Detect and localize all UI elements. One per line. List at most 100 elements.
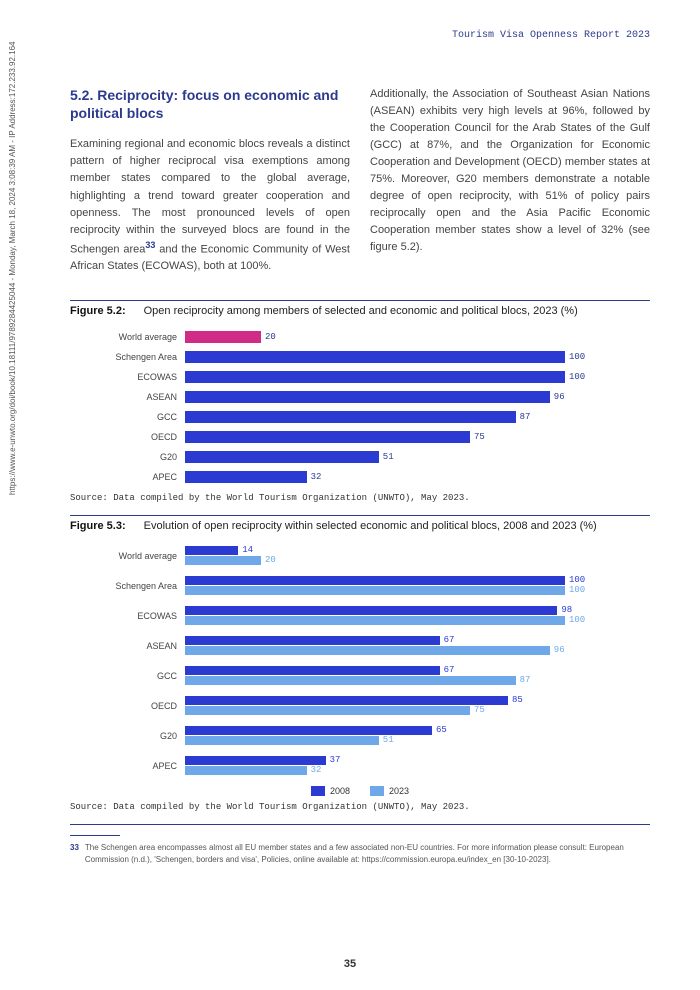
bar-label: World average (70, 551, 185, 561)
bar-value-2008: 67 (440, 666, 455, 675)
fig53-desc: Evolution of open reciprocity within sel… (144, 520, 597, 532)
bar-value-2023: 100 (565, 616, 585, 625)
paragraph-left: Examining regional and economic blocs re… (70, 136, 350, 275)
bar-2008 (185, 636, 440, 645)
bar-label: G20 (70, 731, 185, 741)
footnote-33: 33 The Schengen area encompasses almost … (70, 842, 650, 864)
page-header: Tourism Visa Openness Report 2023 (70, 30, 650, 41)
para-left-a: Examining regional and economic blocs re… (70, 138, 350, 255)
figure-5-3-chart: World average 14 20 Schengen Area100100 ECOW… (70, 546, 650, 776)
bar-row: APEC 32 (70, 471, 650, 483)
footnote-num: 33 (70, 842, 79, 864)
bar (185, 371, 565, 383)
fig52-desc: Open reciprocity among members of select… (144, 305, 578, 317)
bar-row: OECD 75 (70, 431, 650, 443)
bar-row: G2051 (70, 451, 650, 463)
bar-label: ASEAN (70, 641, 185, 651)
bar (185, 471, 307, 483)
bar-2008 (185, 696, 508, 705)
bar-value: 20 (261, 331, 276, 343)
two-column-text: 5.2. Reciprocity: focus on economic and … (70, 86, 650, 275)
bar-value-2023: 32 (307, 766, 322, 775)
paragraph-right: Additionally, the Association of Southea… (370, 86, 650, 256)
bar-value: 51 (379, 451, 394, 463)
bar-row: GCC87 (70, 411, 650, 423)
rule (70, 515, 650, 516)
bar-row-grouped: Schengen Area100100 (70, 576, 650, 596)
bar (185, 331, 261, 343)
bar-2008 (185, 756, 326, 765)
bar-label: ECOWAS (70, 611, 185, 621)
section-title: 5.2. Reciprocity: focus on economic and … (70, 86, 350, 122)
footnote-text: The Schengen area encompasses almost all… (85, 842, 650, 864)
bar-label: ECOWAS (70, 372, 185, 382)
legend-swatch (370, 786, 384, 796)
bar-value: 75 (470, 431, 485, 443)
bar-value-2008: 85 (508, 696, 523, 705)
bar (185, 411, 516, 423)
legend-item: 2008 (311, 786, 350, 796)
rule (70, 300, 650, 301)
legend-label: 2008 (330, 786, 350, 796)
bar-row-grouped: G20 65 51 (70, 726, 650, 746)
bar-value-2008: 14 (238, 546, 253, 555)
bar-value-2023: 20 (261, 556, 276, 565)
bar-value-2023: 87 (516, 676, 531, 685)
legend-swatch (311, 786, 325, 796)
bar-value: 96 (550, 391, 565, 403)
bar-label: Schengen Area (70, 352, 185, 362)
bar (185, 431, 470, 443)
bar-row-grouped: ECOWAS 98100 (70, 606, 650, 626)
bar-2023 (185, 646, 550, 655)
bar-value-2008: 67 (440, 636, 455, 645)
bar-2008 (185, 606, 557, 615)
bar-row-grouped: ASEAN6796 (70, 636, 650, 656)
bar-row: ECOWAS 100 (70, 371, 650, 383)
bar-value-2023: 51 (379, 736, 394, 745)
bar-row: ASEAN96 (70, 391, 650, 403)
bar-2023 (185, 586, 565, 595)
figure-5-2-chart: World average 20 Schengen Area 100 ECOWAS 100… (70, 331, 650, 483)
fig53-label: Figure 5.3: (70, 520, 126, 532)
bar-label: OECD (70, 432, 185, 442)
bar-row: World average 20 (70, 331, 650, 343)
bar (185, 391, 550, 403)
bar-value-2023: 75 (470, 706, 485, 715)
fig52-source: Source: Data compiled by the World Touri… (70, 493, 650, 503)
bar-label: GCC (70, 671, 185, 681)
bar-row-grouped: APEC 37 32 (70, 756, 650, 776)
bar-value-2008: 100 (565, 576, 585, 585)
legend-item: 2023 (370, 786, 409, 796)
footnote-ref-33: 33 (145, 240, 155, 250)
bar-2008 (185, 576, 565, 585)
bar-value: 100 (565, 351, 585, 363)
bar-row-grouped: GCC 67 87 (70, 666, 650, 686)
figure-5-2-title: Figure 5.2: Open reciprocity among membe… (70, 305, 650, 317)
bar-value-2008: 37 (326, 756, 341, 765)
bar-2008 (185, 666, 440, 675)
bar-label: APEC (70, 472, 185, 482)
bar-2008 (185, 546, 238, 555)
bar-value: 32 (307, 471, 322, 483)
bar-value-2008: 65 (432, 726, 447, 735)
bar-2023 (185, 676, 516, 685)
fig52-label: Figure 5.2: (70, 305, 126, 317)
figure-5-3-legend: 2008 2023 (70, 786, 650, 796)
bar (185, 351, 565, 363)
legend-label: 2023 (389, 786, 409, 796)
bar-value-2023: 100 (565, 586, 585, 595)
bar-row-grouped: OECD 85 75 (70, 696, 650, 716)
bar-label: APEC (70, 761, 185, 771)
bar-label: World average (70, 332, 185, 342)
bar-2023 (185, 736, 379, 745)
bar-value: 100 (565, 371, 585, 383)
bar-label: OECD (70, 701, 185, 711)
bar-row-grouped: World average 14 20 (70, 546, 650, 566)
figure-5-3-title: Figure 5.3: Evolution of open reciprocit… (70, 520, 650, 532)
bar-2023 (185, 766, 307, 775)
rule (70, 824, 650, 825)
bar-2023 (185, 616, 565, 625)
bar-2023 (185, 556, 261, 565)
bar-value-2008: 98 (557, 606, 572, 615)
bar-row: Schengen Area 100 (70, 351, 650, 363)
